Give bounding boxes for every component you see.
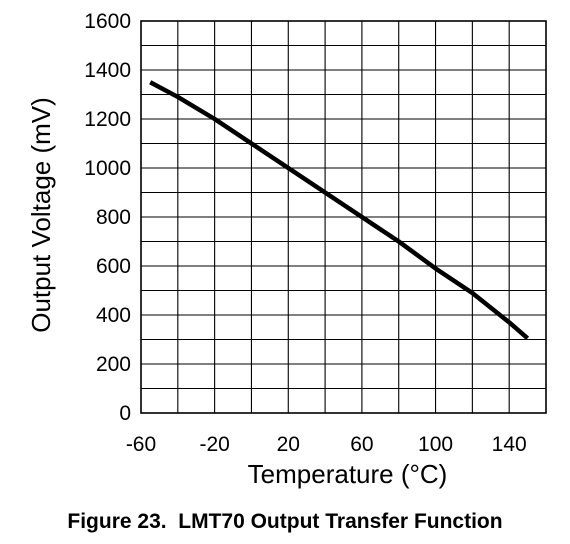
x-axis-ticks: -60 -20 20 60 100 140 [126,433,527,456]
output-voltage-line [149,80,530,340]
grid [141,21,546,413]
y-tick-label: 600 [96,255,131,278]
figure-caption: Figure 23. LMT70 Output Transfer Functio… [67,510,503,533]
x-axis-label: Temperature (°C) [248,459,448,489]
x-tick-label: 20 [277,433,300,456]
x-tick-label: 140 [492,433,527,456]
x-tick-label: 100 [418,433,453,456]
plot-frame [140,20,547,414]
x-tick-label: -60 [126,433,156,456]
y-axis-label: Output Voltage (mV) [26,97,56,333]
y-axis-ticks: 0 200 400 600 800 1000 1200 1400 1600 [84,10,131,425]
y-tick-label: 0 [119,402,131,425]
x-tick-label: -20 [199,433,229,456]
y-tick-label: 1000 [84,157,131,180]
x-tick-label: 60 [350,433,373,456]
y-tick-label: 1600 [84,10,131,33]
y-tick-label: 800 [96,206,131,229]
y-tick-label: 1400 [84,59,131,82]
y-tick-label: 400 [96,304,131,327]
y-tick-label: 200 [96,353,131,376]
y-tick-label: 1200 [84,108,131,131]
